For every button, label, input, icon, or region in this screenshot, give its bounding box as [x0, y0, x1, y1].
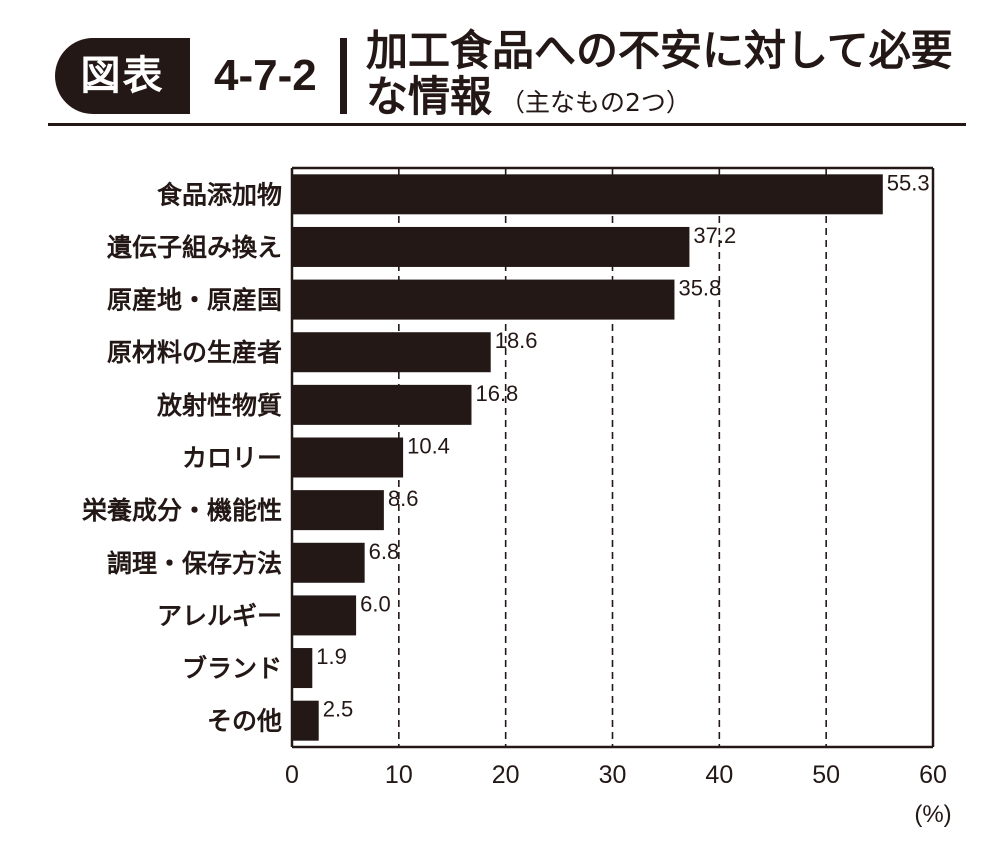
x-tick-label-4: 40	[705, 761, 733, 789]
value-label-4: 16.8	[475, 381, 518, 406]
category-label-1: 遺伝子組み換え	[107, 233, 282, 262]
category-label-10: その他	[207, 707, 282, 736]
value-label-6: 8.6	[388, 486, 419, 511]
category-label-0: 食品添加物	[157, 180, 282, 209]
chart-subtitle: （主なもの2つ）	[500, 88, 691, 117]
axes	[290, 166, 935, 749]
x-tick-label-1: 10	[385, 761, 413, 789]
value-label-8: 6.0	[360, 591, 391, 616]
value-label-9: 1.9	[316, 644, 347, 669]
bar-6	[292, 490, 384, 531]
x-tick-label-0: 0	[285, 761, 299, 789]
category-label-5: カロリー	[182, 444, 282, 473]
value-label-7: 6.8	[369, 539, 400, 564]
value-label-5: 10.4	[407, 434, 450, 459]
category-label-4: 放射性物質	[156, 391, 282, 420]
figure-badge: 図表	[55, 38, 190, 114]
category-label-9: ブランド	[182, 654, 282, 683]
bar-4	[292, 384, 472, 425]
labels: 55.3 食品添加物 37.2 遺伝子組み換え 35.8 原産地・原産国 18.6 原材料の生…	[81, 170, 952, 828]
category-label-3: 原材料の生産者	[107, 338, 282, 367]
x-unit-label: (%)	[914, 801, 951, 828]
chart-title-line1: 加工食品への不安に対して必要	[366, 26, 953, 75]
figure-header: 図表 4-7-2 加工食品への不安に対して必要 な情報 （主なもの2つ）	[0, 0, 1000, 130]
bar-7	[292, 542, 365, 583]
x-tick-label-6: 60	[919, 761, 947, 789]
category-label-2: 原産地・原産国	[107, 286, 282, 315]
title-divider	[340, 38, 347, 114]
bar-10	[292, 700, 319, 741]
value-label-0: 55.3	[887, 170, 930, 195]
bar-5	[292, 437, 404, 478]
bar-0	[292, 174, 883, 215]
value-label-3: 18.6	[495, 328, 538, 353]
x-tick-label-5: 50	[812, 761, 840, 789]
x-tick-label-2: 20	[492, 761, 520, 789]
bars	[292, 174, 883, 741]
value-label-1: 37.2	[693, 223, 736, 248]
chart-title-line2-text: な情報	[366, 72, 493, 121]
bar-1	[292, 226, 690, 267]
bar-8	[292, 595, 357, 636]
category-label-7: 調理・保存方法	[107, 549, 282, 578]
bar-2	[292, 279, 675, 320]
bar-9	[292, 648, 313, 689]
header-underline	[48, 123, 966, 126]
value-label-2: 35.8	[678, 276, 721, 301]
x-tick-label-3: 30	[599, 761, 627, 789]
bar-3	[292, 332, 491, 373]
category-label-6: 栄養成分・機能性	[81, 496, 282, 525]
value-label-10: 2.5	[323, 697, 354, 722]
figure-number: 4-7-2	[214, 51, 317, 100]
chart-title-line2: な情報 （主なもの2つ）	[366, 74, 691, 126]
category-label-8: アレルギー	[157, 601, 282, 630]
